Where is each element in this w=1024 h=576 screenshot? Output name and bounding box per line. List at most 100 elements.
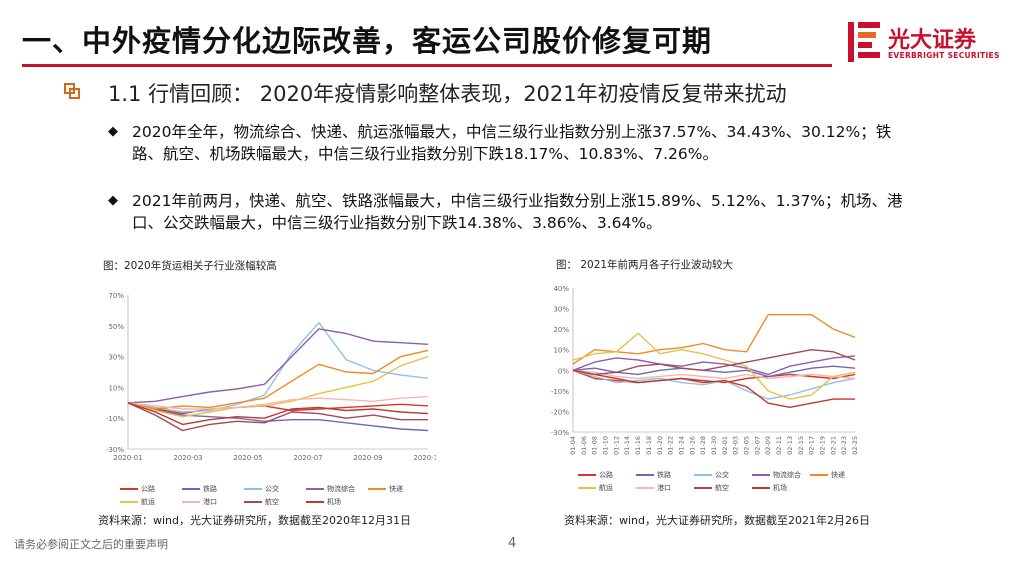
x-tick-label: 01-06 — [580, 436, 588, 455]
x-tick-label: 2020-11 — [413, 454, 436, 462]
legend-item: 快递 — [368, 484, 403, 494]
series-line-4 — [127, 349, 429, 410]
legend-label: 公路 — [141, 485, 155, 493]
legend-item: 物流综合 — [752, 470, 801, 480]
x-tick-label: 02-23 — [840, 436, 848, 455]
legend-label: 快递 — [389, 485, 403, 493]
y-tick-label: 40% — [553, 285, 569, 293]
x-tick-label: 02-09 — [764, 436, 772, 455]
right-chart-legend: 公路 铁路 公交 物流综合 快递 航运 港口 航空 机场 — [578, 470, 878, 498]
x-tick-label: 2020-07 — [293, 454, 322, 462]
section-heading: 1.1 行情回顾： 2020年疫情影响整体表现，2021年初疫情反复带来扰动 — [108, 82, 787, 106]
legend-swatch — [182, 501, 200, 503]
logo-name-en: EVERBRIGHT SECURITIES — [888, 51, 1000, 60]
logo-mark-icon — [848, 22, 880, 62]
series-line-0 — [127, 402, 429, 415]
legend-swatch — [244, 501, 262, 503]
legend-label: 航空 — [715, 484, 729, 492]
legend-item: 快递 — [810, 470, 845, 480]
bullet-text: 2021年前两月，快递、航空、铁路涨幅最大，中信三级行业指数分别上涨15.89%… — [132, 192, 903, 232]
x-tick-label: 01-14 — [623, 436, 631, 455]
legend-label: 机场 — [327, 498, 341, 506]
legend-item: 公交 — [244, 484, 279, 494]
x-tick-label: 01-18 — [645, 436, 653, 455]
series-line-6 — [127, 395, 429, 410]
legend-swatch — [636, 474, 654, 476]
legend-label: 公交 — [265, 485, 279, 493]
legend-item: 航空 — [694, 483, 729, 493]
x-tick-label: 02-05 — [743, 436, 751, 455]
y-tick-label: 10% — [108, 384, 124, 392]
legend-item: 机场 — [306, 497, 341, 507]
series-line-5 — [572, 332, 856, 400]
legend-swatch — [694, 474, 712, 476]
legend-swatch — [306, 488, 324, 490]
legend-item: 航空 — [244, 497, 279, 507]
x-tick-label: 2020-03 — [173, 454, 202, 462]
disclaimer-note: 请务必参阅正文之后的重要声明 — [14, 538, 168, 551]
x-tick-label: 02-19 — [818, 436, 826, 455]
legend-item: 航运 — [120, 497, 155, 507]
series-line-2 — [572, 369, 856, 400]
y-tick-label: -30% — [106, 446, 124, 454]
legend-item: 公路 — [578, 470, 613, 480]
x-tick-label: 02-25 — [851, 436, 859, 455]
legend-item: 港口 — [636, 483, 671, 493]
diamond-bullet-icon: ◆ — [108, 124, 118, 139]
left-line-chart: 70% 50% 30% 10% -10% -30%2020-01 2020-03 2020-0… — [106, 292, 436, 462]
y-tick-label: -30% — [551, 429, 569, 437]
x-tick-label: 2020-05 — [233, 454, 262, 462]
legend-swatch — [636, 487, 654, 489]
series-line-1 — [572, 365, 856, 378]
legend-label: 航运 — [141, 498, 155, 506]
x-tick-label: 2020-09 — [353, 454, 382, 462]
legend-swatch — [182, 488, 200, 490]
left-chart-source: 资料来源：wind，光大证券研究所，数据截至2020年12月31日 — [98, 514, 411, 527]
legend-item: 公路 — [120, 484, 155, 494]
section-square-icon — [64, 83, 80, 99]
right-chart-caption: 图： 2021年前两月各子行业波动较大 — [556, 259, 734, 271]
legend-label: 航运 — [599, 484, 613, 492]
x-tick-label: 2020-01 — [113, 454, 142, 462]
legend-swatch — [694, 487, 712, 489]
y-tick-label: 20% — [553, 326, 569, 334]
legend-item: 物流综合 — [306, 484, 355, 494]
series-line-3 — [572, 355, 856, 376]
series-line-8 — [127, 402, 429, 426]
y-tick-label: -20% — [551, 408, 569, 416]
x-tick-label: 02-03 — [732, 436, 740, 455]
legend-label: 机场 — [773, 484, 787, 492]
x-tick-label: 01-08 — [591, 436, 599, 455]
y-tick-label: -10% — [551, 388, 569, 396]
diamond-bullet-icon: ◆ — [108, 193, 118, 208]
y-tick-label: 30% — [108, 354, 124, 362]
y-tick-label: 70% — [108, 292, 124, 300]
x-tick-label: 01-30 — [710, 436, 718, 455]
y-tick-label: 0% — [558, 367, 569, 375]
bullet-text: 2020年全年，物流综合、快递、航运涨幅最大，中信三级行业指数分别上涨37.57… — [132, 123, 892, 163]
legend-item: 港口 — [182, 497, 217, 507]
series-line-7 — [127, 402, 428, 432]
legend-label: 快递 — [831, 471, 845, 479]
slide-title: 一、中外疫情分化边际改善，客运公司股价修复可期 — [22, 24, 713, 58]
legend-label: 港口 — [203, 498, 217, 506]
x-tick-label: 01-24 — [677, 436, 685, 455]
series-line-3 — [127, 328, 429, 404]
legend-label: 航空 — [265, 498, 279, 506]
legend-label: 铁路 — [203, 485, 217, 493]
right-line-chart: 40% 30% 20% 10% 0% -10% -20% -30%01-04 01-06 01-0… — [551, 285, 859, 455]
y-tick-label: 30% — [553, 306, 569, 314]
company-logo: 光大证券 EVERBRIGHT SECURITIES — [846, 20, 1016, 64]
bullet-item-2020: ◆ 2020年全年，物流综合、快递、航运涨幅最大，中信三级行业指数分别上涨37.… — [108, 121, 912, 165]
right-chart-source: 资料来源：wind，光大证券研究所，数据截至2021年2月26日 — [564, 514, 870, 527]
y-tick-label: 50% — [108, 323, 124, 331]
y-tick-label: 10% — [553, 347, 569, 355]
x-tick-label: 01-16 — [634, 436, 642, 455]
legend-swatch — [578, 474, 596, 476]
series-line-1 — [127, 402, 429, 432]
series-line-8 — [572, 369, 855, 409]
legend-item: 铁路 — [636, 470, 671, 480]
legend-swatch — [368, 488, 386, 490]
legend-item: 机场 — [752, 483, 787, 493]
legend-swatch — [120, 501, 138, 503]
